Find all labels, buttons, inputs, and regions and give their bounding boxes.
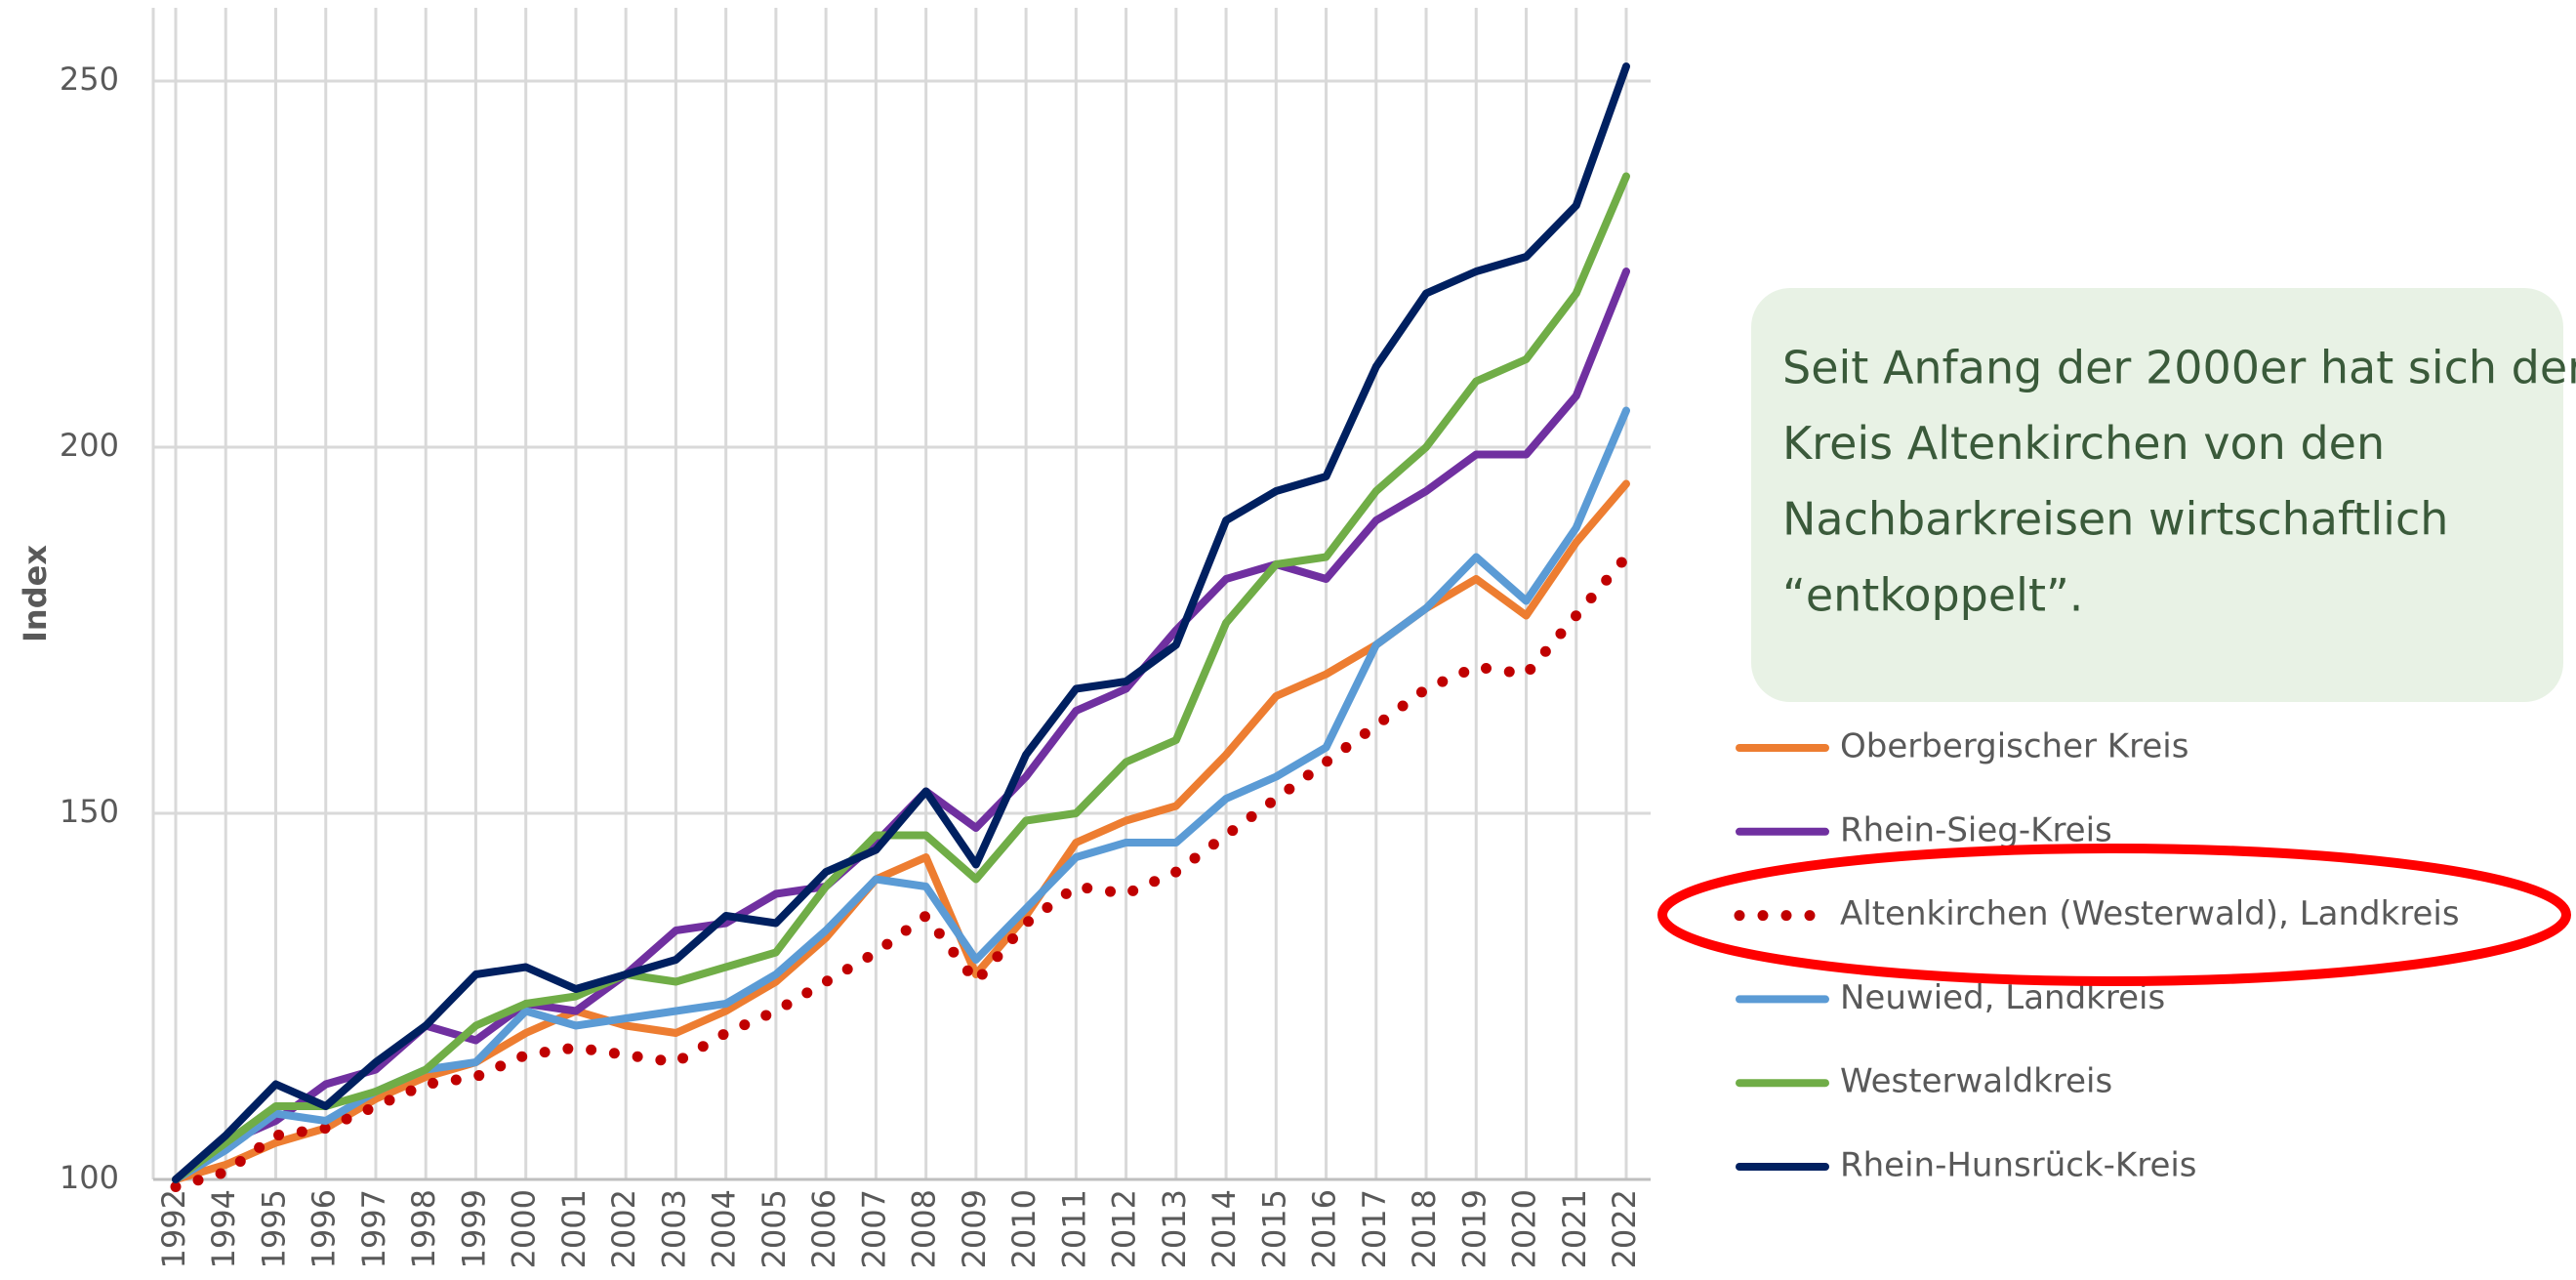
- x-tick-label: 1997: [355, 1189, 392, 1268]
- y-tick-label: 150: [60, 793, 119, 830]
- legend-label: Rhein-Sieg-Kreis: [1840, 810, 2112, 849]
- line-series: [170, 552, 1632, 1192]
- legend-label: Westerwaldkreis: [1840, 1062, 2112, 1101]
- x-tick-label: 2015: [1255, 1189, 1292, 1268]
- x-tick-label: 1998: [405, 1189, 442, 1268]
- x-tick-label: 2022: [1606, 1189, 1643, 1268]
- x-tick-label: 2001: [555, 1189, 593, 1268]
- x-tick-label: 2019: [1455, 1189, 1492, 1268]
- x-tick-label: 2002: [605, 1189, 642, 1268]
- y-axis-label: Index: [17, 545, 54, 642]
- x-tick-label: 2012: [1106, 1189, 1143, 1268]
- x-tick-label: 2017: [1356, 1189, 1393, 1268]
- x-tick-label: 2010: [1005, 1189, 1043, 1268]
- x-tick-label: 2003: [655, 1189, 692, 1268]
- x-tick-label: 2014: [1206, 1189, 1243, 1268]
- callout-text: Seit Anfang der 2000er hat sich der: [1782, 342, 2576, 394]
- x-tick-label: 1992: [155, 1189, 192, 1268]
- x-tick-label: 2007: [855, 1189, 892, 1268]
- callout-text: Kreis Altenkirchen von den: [1782, 417, 2385, 470]
- x-tick-label: 2005: [756, 1189, 793, 1268]
- line-series: [172, 62, 1630, 1183]
- line-series: [172, 406, 1630, 1183]
- x-tick-label: 2009: [956, 1189, 993, 1268]
- y-tick-label: 200: [60, 427, 119, 464]
- y-tick-label: 250: [60, 61, 119, 98]
- x-tick-label: 1999: [455, 1189, 492, 1268]
- legend-label: Altenkirchen (Westerwald), Landkreis: [1840, 894, 2460, 933]
- line-series: [172, 268, 1630, 1183]
- x-tick-label: 1996: [306, 1189, 343, 1268]
- x-tick-label: 2020: [1506, 1189, 1543, 1268]
- x-tick-label: 1995: [255, 1189, 292, 1268]
- legend-label: Oberbergischer Kreis: [1840, 727, 2188, 766]
- x-tick-label: 2016: [1306, 1189, 1343, 1268]
- x-tick-label: 1994: [205, 1189, 242, 1268]
- legend-label: Rhein-Hunsrück-Kreis: [1840, 1146, 2197, 1185]
- x-tick-label: 2004: [706, 1189, 743, 1268]
- callout-box: [1751, 288, 2563, 702]
- callout-text: “entkoppelt”.: [1782, 568, 2083, 621]
- x-tick-label: 2006: [805, 1189, 842, 1268]
- highlight-ellipse: [1657, 844, 2571, 986]
- x-tick-label: 2000: [506, 1189, 543, 1268]
- y-tick-label: 100: [60, 1159, 119, 1196]
- x-tick-label: 2008: [906, 1189, 943, 1268]
- x-tick-label: 2011: [1055, 1189, 1092, 1268]
- x-tick-label: 2013: [1156, 1189, 1193, 1268]
- callout-text: Nachbarkreisen wirtschaftlich: [1782, 493, 2448, 546]
- x-tick-label: 2018: [1406, 1189, 1443, 1268]
- x-tick-label: 2021: [1556, 1189, 1593, 1268]
- line-series: [172, 172, 1630, 1183]
